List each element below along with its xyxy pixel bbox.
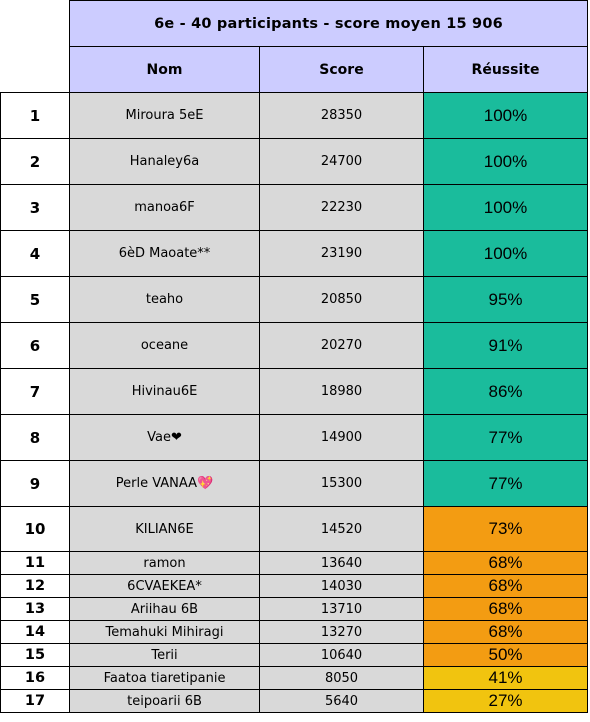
table-row: 5 teaho 20850 95% (0, 276, 588, 323)
table-row: 6 oceane 20270 91% (0, 322, 588, 369)
rank-cell: 1 (0, 92, 70, 139)
score-cell: 15300 (259, 460, 424, 507)
table-row: 13 Ariihau 6B 13710 68% (0, 597, 588, 621)
table-row: 16 Faatoa tiaretipanie 8050 41% (0, 666, 588, 690)
rank-cell: 8 (0, 414, 70, 461)
score-cell: 22230 (259, 184, 424, 231)
rank-cell: 4 (0, 230, 70, 277)
score-cell: 8050 (259, 666, 424, 690)
score-cell: 20270 (259, 322, 424, 369)
rank-cell: 11 (0, 551, 70, 575)
success-cell: 91% (423, 322, 588, 369)
score-cell: 13270 (259, 620, 424, 644)
score-cell: 13640 (259, 551, 424, 575)
success-cell: 27% (423, 689, 588, 713)
rank-cell: 13 (0, 597, 70, 621)
title-row: 6e - 40 participants - score moyen 15 90… (0, 0, 588, 47)
name-cell: Hivinau6E (69, 368, 260, 415)
name-cell: teaho (69, 276, 260, 323)
name-cell: 6CVAEKEA* (69, 574, 260, 598)
header-name: Nom (69, 46, 260, 93)
success-cell: 41% (423, 666, 588, 690)
table-row: 7 Hivinau6E 18980 86% (0, 368, 588, 415)
score-cell: 10640 (259, 643, 424, 667)
score-cell: 18980 (259, 368, 424, 415)
name-cell: Miroura 5eE (69, 92, 260, 139)
name-cell: oceane (69, 322, 260, 369)
rank-cell: 2 (0, 138, 70, 185)
header-score: Score (259, 46, 424, 93)
name-cell: KILIAN6E (69, 506, 260, 552)
score-cell: 5640 (259, 689, 424, 713)
name-cell: manoa6F (69, 184, 260, 231)
name-cell: Terii (69, 643, 260, 667)
table-row: 4 6èD Maoate** 23190 100% (0, 230, 588, 277)
table-row: 14 Temahuki Mihiragi 13270 68% (0, 620, 588, 644)
name-cell: teipoarii 6B (69, 689, 260, 713)
rank-cell: 15 (0, 643, 70, 667)
table-row: 11 ramon 13640 68% (0, 551, 588, 575)
table-row: 3 manoa6F 22230 100% (0, 184, 588, 231)
success-cell: 73% (423, 506, 588, 552)
success-cell: 100% (423, 138, 588, 185)
name-cell: Vae❤ (69, 414, 260, 461)
rank-cell: 12 (0, 574, 70, 598)
name-cell: ramon (69, 551, 260, 575)
success-cell: 95% (423, 276, 588, 323)
table-row: 2 Hanaley6a 24700 100% (0, 138, 588, 185)
rank-cell: 17 (0, 689, 70, 713)
rank-cell: 14 (0, 620, 70, 644)
header-row: Nom Score Réussite (0, 46, 588, 93)
success-cell: 77% (423, 460, 588, 507)
success-cell: 68% (423, 551, 588, 575)
corner-blank (0, 46, 70, 93)
table-row: 17 teipoarii 6B 5640 27% (0, 689, 588, 713)
success-cell: 100% (423, 230, 588, 277)
success-cell: 100% (423, 92, 588, 139)
name-cell: Ariihau 6B (69, 597, 260, 621)
success-cell: 100% (423, 184, 588, 231)
name-cell: Hanaley6a (69, 138, 260, 185)
rank-cell: 7 (0, 368, 70, 415)
score-cell: 23190 (259, 230, 424, 277)
success-cell: 68% (423, 620, 588, 644)
rank-cell: 3 (0, 184, 70, 231)
rank-cell: 16 (0, 666, 70, 690)
score-cell: 20850 (259, 276, 424, 323)
header-success: Réussite (423, 46, 588, 93)
score-cell: 28350 (259, 92, 424, 139)
name-cell: Faatoa tiaretipanie (69, 666, 260, 690)
table-row: 9 Perle VANAA💖 15300 77% (0, 460, 588, 507)
corner-blank (0, 0, 70, 47)
rank-cell: 10 (0, 506, 70, 552)
success-cell: 86% (423, 368, 588, 415)
score-cell: 14030 (259, 574, 424, 598)
table-row: 10 KILIAN6E 14520 73% (0, 506, 588, 552)
table-row: 15 Terii 10640 50% (0, 643, 588, 667)
rank-cell: 9 (0, 460, 70, 507)
table-row: 1 Miroura 5eE 28350 100% (0, 92, 588, 139)
score-cell: 24700 (259, 138, 424, 185)
name-cell: Temahuki Mihiragi (69, 620, 260, 644)
success-cell: 50% (423, 643, 588, 667)
success-cell: 77% (423, 414, 588, 461)
score-cell: 14520 (259, 506, 424, 552)
table-row: 8 Vae❤ 14900 77% (0, 414, 588, 461)
success-cell: 68% (423, 574, 588, 598)
table-row: 12 6CVAEKEA* 14030 68% (0, 574, 588, 598)
table-title: 6e - 40 participants - score moyen 15 90… (69, 0, 588, 47)
name-cell: 6èD Maoate** (69, 230, 260, 277)
name-cell: Perle VANAA💖 (69, 460, 260, 507)
score-cell: 13710 (259, 597, 424, 621)
success-cell: 68% (423, 597, 588, 621)
rank-cell: 6 (0, 322, 70, 369)
rank-cell: 5 (0, 276, 70, 323)
score-cell: 14900 (259, 414, 424, 461)
